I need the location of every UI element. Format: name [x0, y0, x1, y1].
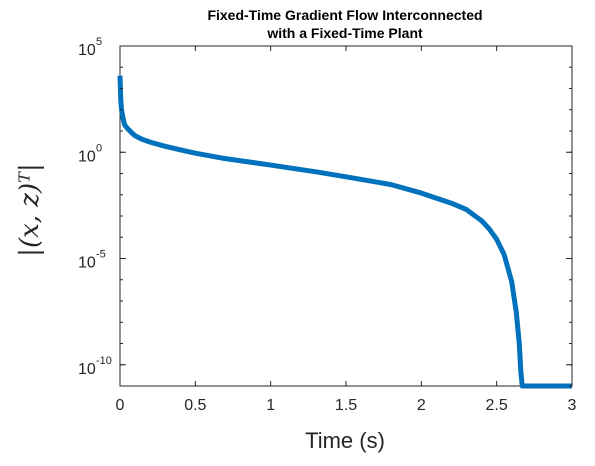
x-tick-label: 2 — [417, 397, 426, 414]
x-tick-label: 1.5 — [335, 397, 357, 414]
x-tick-label: 2.5 — [486, 397, 508, 414]
y-tick-label-base: 10 — [78, 148, 96, 165]
chart-title-line2: with a Fixed-Time Plant — [266, 25, 423, 41]
chart-title-line1: Fixed-Time Gradient Flow Interconnected — [207, 7, 482, 23]
x-tick-label: 3 — [568, 397, 577, 414]
x-tick-label: 1 — [266, 397, 275, 414]
y-tick-label-base: 10 — [78, 42, 96, 59]
y-tick-label-exponent: -10 — [96, 355, 112, 367]
y-tick-label-exponent: -5 — [96, 249, 106, 261]
y-axis-label: |(x, z)ᵀ| — [15, 163, 45, 257]
axes-box — [119, 45, 573, 387]
x-axis-label: Time (s) — [305, 428, 385, 453]
x-tick-label: 0.5 — [184, 397, 206, 414]
y-tick-label-exponent: 0 — [96, 142, 102, 154]
x-tick-label: 0 — [116, 397, 125, 414]
y-tick-label-base: 10 — [78, 361, 96, 378]
y-tick-label-exponent: 5 — [96, 36, 102, 48]
y-tick-label-base: 10 — [78, 255, 96, 272]
series-line — [117, 75, 572, 389]
